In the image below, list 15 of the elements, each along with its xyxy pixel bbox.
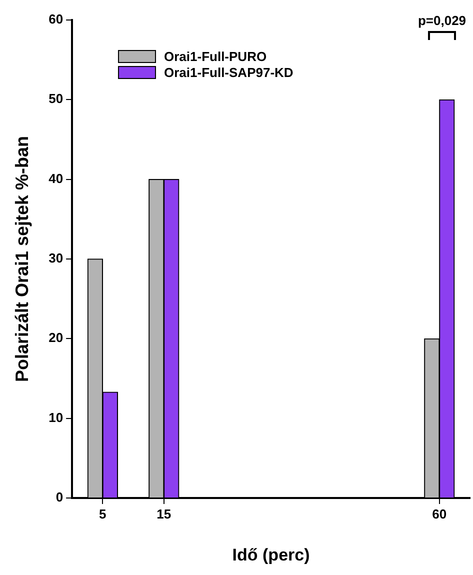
x-tick-label: 60: [432, 506, 447, 522]
x-axis-title: Idő (perc): [232, 545, 310, 564]
x-tick-label: 15: [156, 506, 172, 522]
x-tick-label: 5: [99, 506, 106, 522]
y-tick-label: 40: [48, 170, 64, 186]
legend-label: Orai1-Full-SAP97-KD: [164, 64, 294, 80]
y-tick-label: 0: [56, 490, 64, 505]
y-tick-label: 60: [48, 12, 64, 27]
y-tick-label: 10: [48, 410, 64, 425]
legend-label: Orai1-Full-PURO: [164, 48, 267, 64]
y-tick-label: 20: [48, 330, 64, 346]
annotation: p=0,029: [418, 13, 466, 28]
y-tick-label: 30: [48, 250, 64, 266]
y-tick-label: 50: [48, 91, 64, 106]
y-axis-title: Polarizált Orai1 sejtek %-ban: [12, 136, 32, 382]
